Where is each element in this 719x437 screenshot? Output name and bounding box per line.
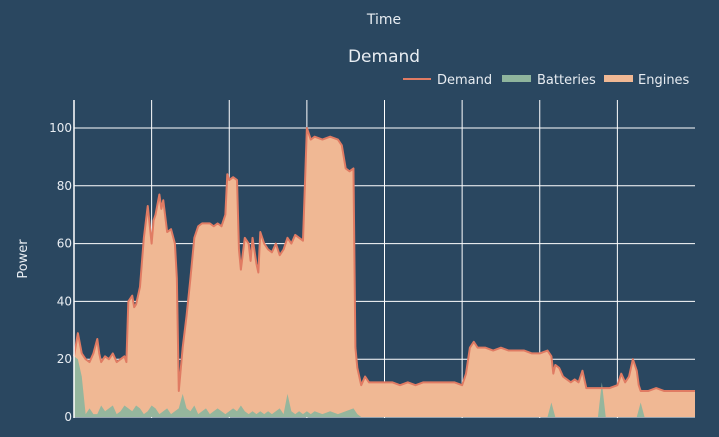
chart-header: Time: [366, 12, 401, 28]
engines-area: [74, 128, 695, 417]
plot-area: [73, 127, 695, 417]
y-tick-label: 60: [57, 237, 72, 251]
y-axis-ticks: 0 20 40 60 80 100: [49, 121, 72, 424]
legend: Demand Batteries Engines: [403, 73, 690, 88]
legend-item-engines[interactable]: Engines: [604, 73, 690, 88]
y-tick-label: 20: [57, 352, 72, 366]
legend-item-demand[interactable]: Demand: [403, 73, 492, 88]
engines-legend-swatch: [604, 75, 633, 82]
y-axis-label: Power: [16, 239, 31, 279]
y-tick-label: 80: [57, 179, 72, 193]
y-tick-label: 0: [64, 410, 72, 424]
y-tick-label: 40: [57, 294, 72, 308]
chart-title: Demand: [348, 47, 420, 67]
legend-label-demand: Demand: [437, 73, 492, 88]
batteries-legend-swatch: [502, 75, 531, 82]
legend-item-batteries[interactable]: Batteries: [502, 73, 596, 88]
y-tick-label: 100: [49, 121, 72, 135]
demand-line: [73, 127, 695, 392]
legend-label-engines: Engines: [638, 73, 690, 88]
batteries-area: [74, 356, 695, 417]
legend-label-batteries: Batteries: [537, 73, 596, 88]
